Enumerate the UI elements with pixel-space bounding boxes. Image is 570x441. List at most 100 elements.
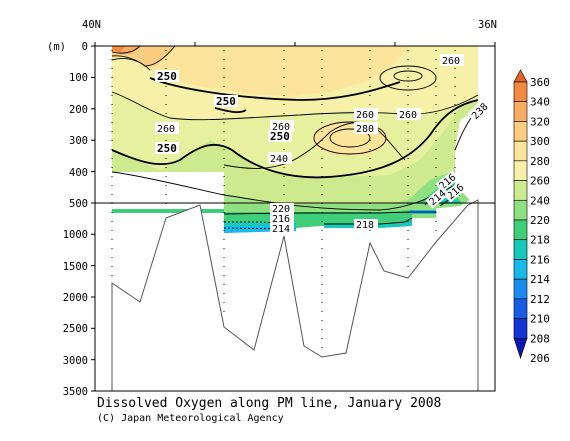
colorbar-swatch — [513, 219, 528, 241]
contour-240-b — [223, 122, 406, 169]
colorbar-swatch — [513, 180, 528, 201]
y-tick-2500: 2500 — [63, 323, 88, 335]
x-label-right: 36N — [478, 19, 497, 31]
colorbar-label: 220 — [530, 214, 550, 227]
contour-218-lower — [324, 217, 413, 225]
colorbar-label: 280 — [530, 155, 550, 168]
colorbar-swatch — [513, 298, 528, 319]
contour-260-blob-inner — [393, 70, 423, 82]
y-tick-0: 0 — [82, 41, 88, 53]
colorbar-label: 212 — [530, 293, 550, 306]
contour-260-a — [111, 91, 479, 121]
y-tick-300: 300 — [69, 135, 88, 147]
contour-260-b — [111, 58, 151, 71]
svg-text:250: 250 — [157, 142, 177, 155]
svg-text:260: 260 — [157, 124, 175, 135]
contour-label-2: 250 — [214, 95, 238, 108]
field-lower-left — [112, 209, 224, 213]
colorbar-label: 320 — [530, 115, 550, 128]
colorbar-swatch — [513, 160, 528, 181]
y-tick-3500: 3500 — [63, 386, 88, 398]
field-band-280 — [112, 46, 410, 96]
svg-text:220: 220 — [272, 204, 290, 215]
colorbar-label: 240 — [530, 194, 550, 207]
contour-300 — [111, 46, 176, 67]
colorbar-swatch — [513, 199, 528, 221]
upper-y-ticks: 0 100 200 300 400 500 — [69, 41, 95, 210]
y-tick-400: 400 — [69, 167, 88, 179]
colorbar-swatch — [513, 140, 528, 162]
contour-280 — [313, 121, 387, 155]
contour-250-mid — [214, 107, 247, 114]
contour-label-7: 260 — [354, 108, 378, 121]
field-lower-214b — [324, 218, 412, 228]
svg-text:260: 260 — [442, 56, 460, 67]
contour-label-5: 260 — [155, 122, 179, 135]
colorbar-swatch — [513, 69, 528, 83]
colorbar-label: 340 — [530, 96, 550, 109]
y-tick-500: 500 — [69, 198, 88, 210]
contour-250-top — [149, 77, 401, 101]
y-tick-2000: 2000 — [63, 292, 88, 304]
colorbar-label: 260 — [530, 175, 550, 188]
colorbar-label: 206 — [530, 352, 550, 365]
sea-bottom-topography — [111, 199, 479, 392]
chart-title: Dissolved Oxygen along PM line, January … — [97, 396, 441, 411]
svg-text:280: 280 — [356, 124, 374, 135]
svg-text:218: 218 — [356, 220, 374, 231]
colorbar-label: 210 — [530, 313, 550, 326]
svg-text:260: 260 — [399, 110, 417, 121]
contour-320 — [111, 46, 141, 54]
colorbar-swatch — [513, 101, 528, 122]
svg-text:214: 214 — [272, 224, 290, 235]
colorbar-label: 360 — [530, 76, 550, 89]
svg-text:260: 260 — [272, 122, 290, 133]
contour-label-16: 220 — [270, 203, 294, 215]
contour-label-10: 280 — [354, 122, 378, 135]
y-tick-1000: 1000 — [63, 229, 88, 241]
colorbar-swatch — [513, 318, 528, 339]
y-axis-unit: (m) — [47, 41, 66, 53]
lower-y-ticks: 1000 1500 2000 2500 3000 3500 — [63, 229, 95, 398]
svg-text:250: 250 — [270, 130, 290, 143]
contour-label-9: 260 — [440, 54, 464, 67]
y-tick-3000: 3000 — [63, 355, 88, 367]
colorbar-label: 216 — [530, 253, 550, 266]
top-ticks — [94, 42, 496, 46]
contour-label-4: 250 — [155, 142, 179, 155]
colorbar-label: 218 — [530, 234, 550, 247]
colorbar-swatch — [513, 278, 528, 300]
y-tick-100: 100 — [69, 72, 88, 84]
svg-text:240: 240 — [270, 154, 288, 165]
colorbar: 360 340 320 300 280 260 240 220 218 216 214 212 210 2… — [513, 69, 550, 365]
y-tick-1500: 1500 — [63, 261, 88, 273]
colorbar-label: 208 — [530, 332, 550, 345]
svg-text:250: 250 — [157, 70, 177, 83]
svg-text:260: 260 — [356, 110, 374, 121]
contour-label-18: 214 — [270, 224, 294, 235]
colorbar-label: 214 — [530, 273, 550, 286]
colorbar-swatch — [513, 337, 528, 359]
colorbar-swatch — [513, 121, 528, 142]
contour-label-6: 260 — [270, 120, 294, 133]
colorbar-swatch — [513, 81, 528, 103]
contour-label-17: 216 — [270, 214, 294, 225]
field-band-340 — [112, 46, 126, 52]
contour-label-1: 250 — [155, 70, 179, 83]
colorbar-swatch — [513, 239, 528, 260]
contour-label-3: 250 — [268, 130, 292, 143]
field-mask — [108, 172, 224, 203]
colorbar-swatch — [513, 259, 528, 280]
contour-label-19: 218 — [354, 219, 378, 231]
contour-label-11: 240 — [268, 152, 292, 165]
colorbar-label: 300 — [530, 135, 550, 148]
y-tick-200: 200 — [69, 104, 88, 116]
contour-280-inner — [329, 128, 371, 148]
chart-credit: (C) Japan Meteorological Agency — [97, 413, 284, 424]
svg-text:250: 250 — [216, 95, 236, 108]
svg-text:216: 216 — [272, 214, 290, 225]
contour-label-8: 260 — [397, 108, 421, 121]
contour-250-main — [111, 99, 479, 179]
contour-label-layer: 250 250 250 250 260 260 260 260 260 280 … — [155, 54, 493, 235]
